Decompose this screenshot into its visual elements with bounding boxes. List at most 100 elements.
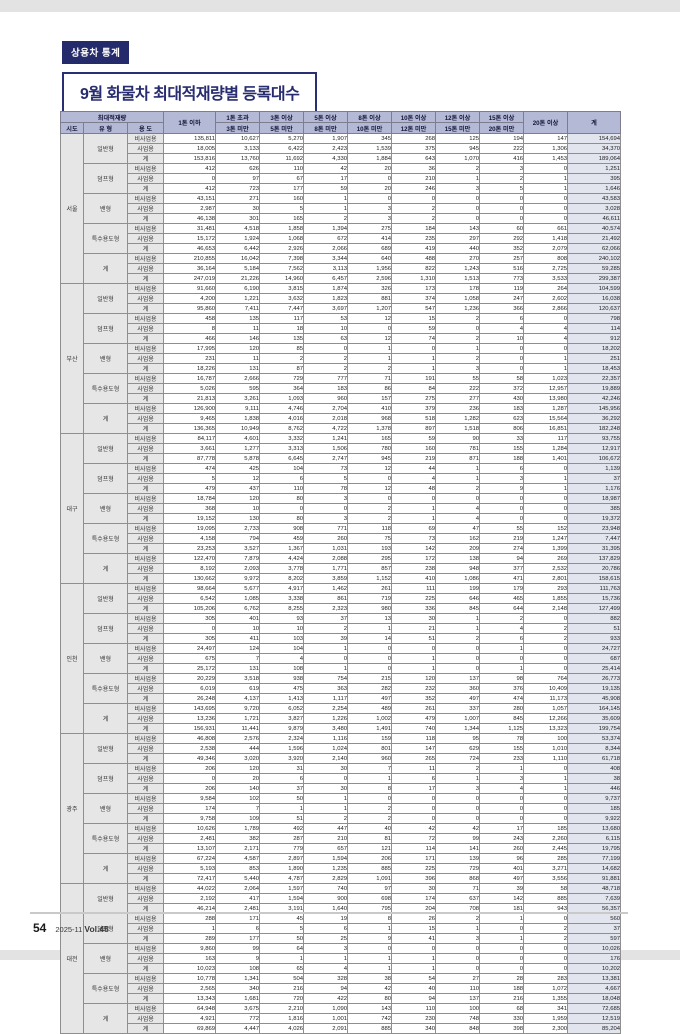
cell-value: 8,255 (259, 603, 305, 614)
cell-value: 2,987 (163, 203, 217, 214)
table-row: 밴형 비사업용 17,995 120 85 0 1 0 1 0 0 18,202 (61, 343, 622, 374)
cell-value: 379 (391, 403, 437, 414)
cell-value: 0 (523, 503, 569, 514)
cell-value: 5 (259, 203, 305, 214)
cell-value: 102 (215, 793, 261, 804)
cell-value: 4,722 (303, 423, 349, 434)
cell-value: 440 (435, 243, 481, 254)
cell-value: 0 (435, 643, 481, 654)
cell-value: 0 (163, 623, 217, 634)
cell-value: 0 (259, 503, 305, 514)
cell-value: 0 (435, 663, 481, 674)
cell-value: 81 (347, 833, 393, 844)
use-label: 비사업용 (126, 763, 165, 774)
cell-value: 15 (391, 923, 437, 934)
cell-value: 26,248 (163, 693, 217, 704)
cell-value: 71 (347, 373, 393, 384)
cell-value: 103 (259, 633, 305, 644)
cell-value: 0 (435, 813, 481, 824)
cell-value: 11,441 (215, 723, 261, 734)
cell-value: 3,527 (215, 543, 261, 554)
cell-value: 6 (479, 633, 525, 644)
cell-value: 8 (163, 323, 217, 334)
header-col-1: 1톤 초과 (215, 111, 261, 123)
cell-value: 10,778 (163, 973, 217, 984)
cell-value: 8,192 (163, 563, 217, 574)
cell-value: 4 (303, 963, 349, 974)
cell-value: 72,417 (163, 873, 217, 884)
use-label: 사업용 (126, 443, 165, 454)
cell-value: 172 (391, 553, 437, 564)
cell-value: 2 (523, 933, 569, 944)
cell-value: 135 (215, 313, 261, 324)
cell-value: 0 (479, 353, 525, 364)
cell-value: 13,323 (523, 723, 569, 734)
use-label: 사업용 (126, 173, 165, 184)
cell-total: 185 (567, 803, 622, 814)
use-label: 계 (126, 213, 165, 224)
cell-value: 184 (391, 223, 437, 234)
cell-value: 274 (479, 543, 525, 554)
cell-value: 2 (303, 213, 349, 224)
cell-value: 9,111 (215, 403, 261, 414)
cell-total: 36,292 (567, 413, 622, 424)
cell-value: 3,271 (523, 863, 569, 874)
table-row: 특수용도형 비사업용 10,778 1,341 504 328 38 54 27 28 283 13,… (61, 973, 622, 1004)
cell-value: 121 (347, 843, 393, 854)
table-row: 특수용도형 비사업용 20,229 3,518 938 754 215 120 137 98 764… (61, 673, 622, 704)
cell-value: 2,445 (523, 843, 569, 854)
cell-value: 10 (303, 323, 349, 334)
cell-value: 120 (391, 673, 437, 684)
vehicle-type-label: 덤프형 (83, 913, 128, 944)
cell-value: 11,173 (523, 693, 569, 704)
cell-value: 1,823 (303, 293, 349, 304)
cell-value: 1,001 (303, 1013, 349, 1024)
cell-value: 95 (435, 733, 481, 744)
table-row: 계 18,226 131 87 2 2 1 3 0 1 18,453 (61, 363, 622, 374)
cell-value: 364 (259, 383, 305, 394)
cell-value: 147 (391, 743, 437, 754)
table-row: 사업용 174 7 1 1 2 0 0 0 0 185 (61, 803, 622, 814)
cell-value: 206 (163, 783, 217, 794)
table-row: 덤프형 비사업용 474 425 104 73 12 44 1 6 0 1,139 (61, 463, 622, 494)
table-row: 계 25,172 131 108 1 0 1 0 1 0 25,414 (61, 663, 622, 674)
table-row: 계 비사업용 143,695 9,720 6,052 2,254 489 261 337 280 1… (61, 703, 622, 734)
cell-total: 240,102 (567, 253, 622, 264)
cell-value: 6 (215, 923, 261, 934)
table-row: 계 46,138 301 165 2 3 2 0 0 0 46,611 (61, 213, 622, 224)
page-edge-top (0, 0, 680, 12)
cell-value: 0 (479, 493, 525, 504)
cell-value: 6,457 (303, 273, 349, 284)
cell-value: 38 (347, 973, 393, 984)
cell-value: 7,879 (215, 553, 261, 564)
use-label: 비사업용 (126, 643, 165, 654)
section-badge: 상용차 통계 (62, 41, 130, 64)
table-header: 최대적재량 1톤 이하 1톤 초과 3톤 이상 5톤 이상 8톤 이상 10톤 이상 12톤… (59, 111, 622, 134)
cell-value: 1 (347, 923, 393, 934)
cell-value: 283 (523, 973, 569, 984)
cell-value: 422 (303, 993, 349, 1004)
cell-value: 1,890 (259, 863, 305, 874)
cell-value: 2,538 (163, 743, 217, 754)
cell-value: 410 (391, 573, 437, 584)
cell-value: 206 (347, 853, 393, 864)
table-row: 계 비사업용 122,470 7,879 4,424 2,088 295 172 138 94 26… (61, 553, 622, 584)
cell-value: 210 (391, 173, 437, 184)
cell-value: 222 (479, 143, 525, 154)
cell-value: 68 (479, 1003, 525, 1014)
cell-value: 3,261 (215, 393, 261, 404)
cell-value: 122,470 (163, 553, 217, 564)
cell-value: 11 (215, 323, 261, 334)
cell-value: 94 (303, 983, 349, 994)
cell-value: 0 (523, 763, 569, 774)
cell-value: 85 (259, 343, 305, 354)
cell-value: 21 (391, 623, 437, 634)
cell-value: 0 (347, 793, 393, 804)
cell-value: 4,917 (259, 583, 305, 594)
cell-value: 119 (479, 283, 525, 294)
use-label: 비사업용 (126, 463, 165, 474)
cell-value: 0 (479, 813, 525, 824)
cell-value: 363 (303, 683, 349, 694)
cell-value: 729 (435, 863, 481, 874)
cell-value: 1,110 (523, 753, 569, 764)
